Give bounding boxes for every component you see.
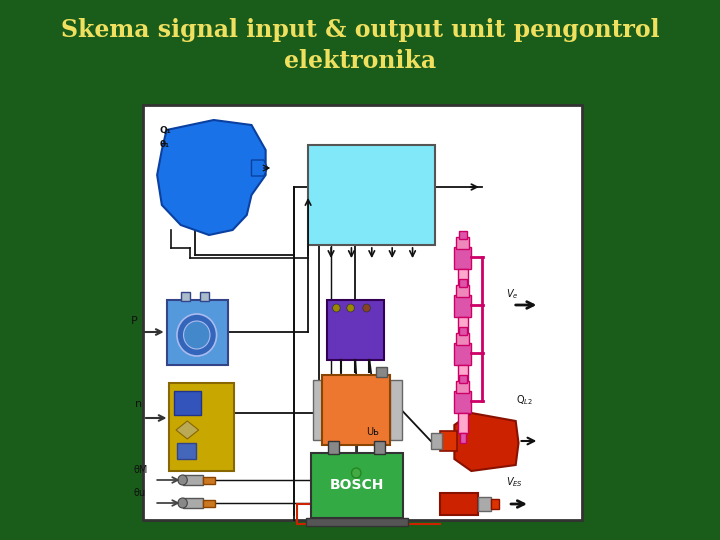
Bar [456,285,469,297]
Circle shape [178,498,187,508]
Bar [328,441,339,454]
Bar [327,300,384,360]
Text: P: P [131,316,138,326]
Bar [199,292,209,301]
Text: Q₁: Q₁ [160,126,171,135]
Text: Q$_{L2}$: Q$_{L2}$ [516,393,533,407]
Bar [491,499,499,509]
Bar [177,443,196,459]
Bar [456,333,469,345]
Bar [458,269,467,289]
Text: Uь: Uь [366,427,379,437]
Bar [174,391,201,415]
Bar [459,375,467,383]
Bar [390,380,402,440]
Bar [454,295,472,317]
Bar [374,441,385,454]
Circle shape [178,475,187,485]
Bar [456,237,469,249]
Bar [308,145,436,245]
Bar [312,380,324,440]
Polygon shape [157,120,266,235]
Bar [181,292,190,301]
Polygon shape [454,413,518,471]
Bar [306,518,408,526]
Bar [143,105,582,520]
Bar [431,433,442,449]
Bar [169,383,233,471]
Polygon shape [176,421,199,439]
Bar [460,289,466,299]
Bar [460,433,466,443]
Text: $V_e$: $V_e$ [506,287,519,301]
Circle shape [333,304,340,312]
Bar [203,477,215,484]
Circle shape [184,321,210,349]
Polygon shape [251,160,268,176]
Bar [458,317,467,337]
Circle shape [177,314,217,356]
Bar [183,475,203,485]
Bar [459,327,467,335]
Bar [459,231,467,239]
Bar [454,391,472,413]
Circle shape [363,304,370,312]
Text: Skema signal input & output unit pengontrol
elektronika: Skema signal input & output unit pengont… [60,18,660,73]
Bar [454,343,472,365]
Bar [323,375,390,445]
Bar [440,431,457,451]
Bar [454,247,472,269]
Bar [376,367,387,377]
Bar [311,453,403,518]
Text: n: n [135,399,143,409]
Bar [458,365,467,385]
Bar [459,279,467,287]
Bar [478,497,491,511]
Bar [460,337,466,347]
Bar [203,500,215,507]
Text: θu: θu [133,488,145,498]
Circle shape [347,304,354,312]
Bar [460,385,466,395]
Circle shape [351,468,361,478]
Bar [183,498,203,508]
Text: θ₁: θ₁ [160,140,170,149]
Bar [440,493,478,515]
Bar [456,381,469,393]
Bar [166,300,228,365]
Text: θM: θM [133,465,148,475]
Bar [458,413,467,433]
Text: $V_{ES}$: $V_{ES}$ [506,475,523,489]
Text: BOSCH: BOSCH [330,478,384,492]
